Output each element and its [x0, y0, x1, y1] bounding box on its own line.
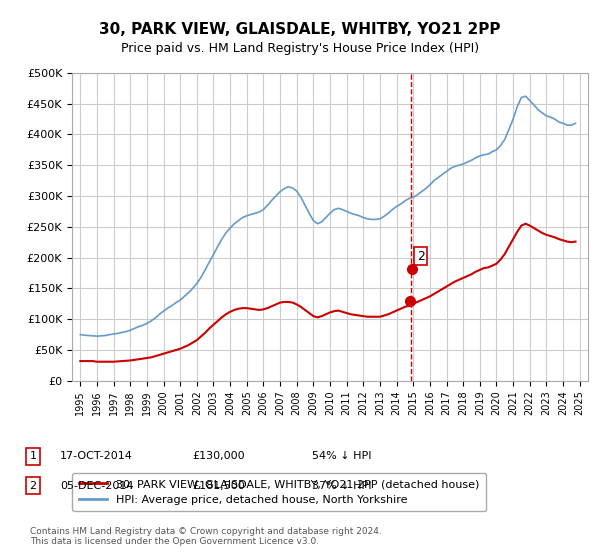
Text: 2: 2 [417, 250, 425, 263]
Text: £181,500: £181,500 [192, 480, 245, 491]
Text: Contains HM Land Registry data © Crown copyright and database right 2024.
This d: Contains HM Land Registry data © Crown c… [30, 526, 382, 546]
Text: 2: 2 [29, 480, 37, 491]
Text: 1: 1 [29, 451, 37, 461]
Legend: 30, PARK VIEW, GLAISDALE, WHITBY, YO21 2PP (detached house), HPI: Average price,: 30, PARK VIEW, GLAISDALE, WHITBY, YO21 2… [73, 473, 486, 511]
Text: 37% ↓ HPI: 37% ↓ HPI [312, 480, 371, 491]
Text: 30, PARK VIEW, GLAISDALE, WHITBY, YO21 2PP: 30, PARK VIEW, GLAISDALE, WHITBY, YO21 2… [99, 22, 501, 38]
Text: 05-DEC-2014: 05-DEC-2014 [60, 480, 133, 491]
Text: £130,000: £130,000 [192, 451, 245, 461]
Text: 54% ↓ HPI: 54% ↓ HPI [312, 451, 371, 461]
Text: Price paid vs. HM Land Registry's House Price Index (HPI): Price paid vs. HM Land Registry's House … [121, 42, 479, 55]
Text: 17-OCT-2014: 17-OCT-2014 [60, 451, 133, 461]
